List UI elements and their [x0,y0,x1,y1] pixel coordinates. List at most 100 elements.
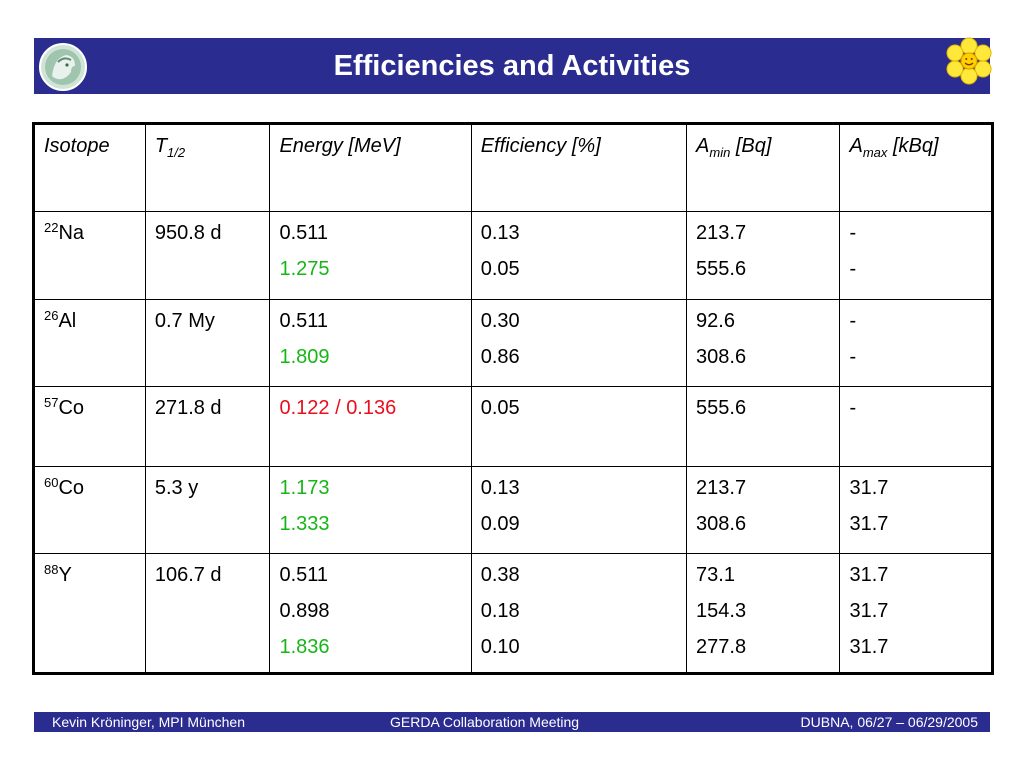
amax-value: - [849,310,857,332]
amax-value: - [849,258,857,280]
amin-value: 277.8 [696,636,747,658]
efficiency-value: 0.13 [480,222,520,244]
gerda-logo-text: GERDA [951,86,987,97]
halflife-cell: 950.8 d [144,211,271,300]
efficiency-cell: 0.05 [470,386,688,467]
energy-value: 1.173 [279,477,330,499]
amin-value: 154.3 [696,600,747,622]
energy-value: 0.898 [279,600,330,622]
amax-value: 31.7 [849,477,889,499]
isotope-cell: 26Al [33,299,146,387]
energy-cell: 0.511 1.275 [269,211,472,300]
table-row: 88Y 106.7 d 0.511 0.898 1.836 0.38 0.18 0.10 73.… [33,553,993,674]
mpi-minerva-logo-icon [39,43,87,91]
efficiency-value: 0.38 [480,564,520,586]
efficiency-value: 0.10 [480,636,520,658]
amax-value: 31.7 [849,600,889,622]
amin-value: 73.1 [696,564,735,586]
amin-value: 555.6 [696,397,747,419]
amin-value: 555.6 [696,258,747,280]
efficiency-value: 0.09 [480,513,520,535]
efficiency-value: 0.05 [480,258,520,280]
energy-cell: 1.173 1.333 [269,466,472,554]
page-title: Efficiencies and Activities [333,50,691,82]
energy-value: 1.333 [279,513,330,535]
amax-cell: -- [839,299,993,387]
header-isotope: Isotope [33,123,146,212]
amax-value: - [849,346,857,368]
isotope-cell: 88Y [33,553,146,674]
amin-value: 213.7 [696,222,747,244]
energy-value: 0.122 / 0.136 [279,397,397,419]
amax-value: - [849,397,857,419]
energy-value: 1.809 [279,346,330,368]
amin-value: 213.7 [696,477,747,499]
footer-location: DUBNA, 06/27 – 06/29/2005 [800,714,978,730]
header-energy: Energy [MeV] [269,123,472,212]
amax-cell: -- [839,211,993,300]
isotope-cell: 60Co [33,466,146,554]
amax-cell: 31.7 31.7 [839,466,993,554]
amin-cell: 213.7 308.6 [686,466,841,554]
amax-value: 31.7 [849,513,889,535]
efficiency-cell: 0.13 0.09 [470,466,688,554]
element-symbol: Na [58,222,85,244]
mass-number: 57 [44,395,59,410]
efficiency-value: 0.05 [480,397,520,419]
amax-value: - [849,222,857,244]
energy-value: 0.511 [279,564,329,586]
energy-cell: 0.122 / 0.136 [269,386,472,467]
amin-value: 308.6 [696,346,747,368]
efficiency-value: 0.13 [480,477,520,499]
table-row: 60Co 5.3 y 1.173 1.333 0.13 0.09 213.7 308.6 31.… [33,466,993,554]
footer-bar: Kevin Kröninger, MPI München GERDA Colla… [34,712,990,732]
amin-value: 308.6 [696,513,747,535]
energy-value: 0.511 [279,310,329,332]
amax-value: 31.7 [849,564,889,586]
energy-cell: 0.511 1.809 [269,299,472,387]
isotope-table: Isotope T1/2 Energy [MeV] Efficiency [%]… [32,122,994,675]
isotope-cell: 22Na [33,211,146,300]
mass-number: 22 [44,220,59,235]
halflife-cell: 5.3 y [144,466,271,554]
table-body: 22Na 950.8 d 0.511 1.275 0.13 0.05 213.7 555.6-… [33,211,993,674]
efficiency-value: 0.86 [480,346,520,368]
energy-value: 1.275 [279,258,330,280]
element-symbol: Co [58,477,85,499]
amax-cell: 31.7 31.7 31.7 [839,553,993,674]
halflife-cell: 271.8 d [144,386,271,467]
efficiency-value: 0.18 [480,600,520,622]
element-symbol: Y [58,564,72,586]
efficiency-cell: 0.13 0.05 [470,211,688,300]
element-symbol: Co [58,397,85,419]
halflife-cell: 0.7 My [144,299,271,387]
isotope-cell: 57Co [33,386,146,467]
header-amin: Amin [Bq] [686,123,841,212]
amax-value: 31.7 [849,636,889,658]
mass-number: 26 [44,308,59,323]
energy-cell: 0.511 0.898 1.836 [269,553,472,674]
table-header-row: Isotope T1/2 Energy [MeV] Efficiency [%]… [33,123,993,212]
amin-cell: 213.7 555.6 [686,211,841,300]
table-row: 26Al 0.7 My 0.511 1.809 0.30 0.86 92.6 308.6- - [33,299,993,387]
element-symbol: Al [58,310,77,332]
energy-value: 1.836 [279,636,330,658]
amin-cell: 555.6 [686,386,841,467]
amin-cell: 92.6 308.6 [686,299,841,387]
mass-number: 88 [44,562,59,577]
table-row: 57Co 271.8 d 0.122 / 0.136 0.05 555.6- [33,386,993,467]
efficiency-cell: 0.38 0.18 0.10 [470,553,688,674]
halflife-cell: 106.7 d [144,553,271,674]
table-row: 22Na 950.8 d 0.511 1.275 0.13 0.05 213.7 555.6-… [33,211,993,300]
title-bar: Efficiencies and Activities [34,38,990,94]
efficiency-value: 0.30 [480,310,520,332]
mass-number: 60 [44,475,59,490]
header-amax: Amax [kBq] [839,123,993,212]
amax-cell: - [839,386,993,467]
amin-value: 92.6 [696,310,735,332]
amin-cell: 73.1 154.3 277.8 [686,553,841,674]
efficiency-cell: 0.30 0.86 [470,299,688,387]
header-halflife: T1/2 [144,123,271,212]
footer-meeting: GERDA Collaboration Meeting [390,714,580,730]
footer-author: Kevin Kröninger, MPI München [52,714,245,730]
